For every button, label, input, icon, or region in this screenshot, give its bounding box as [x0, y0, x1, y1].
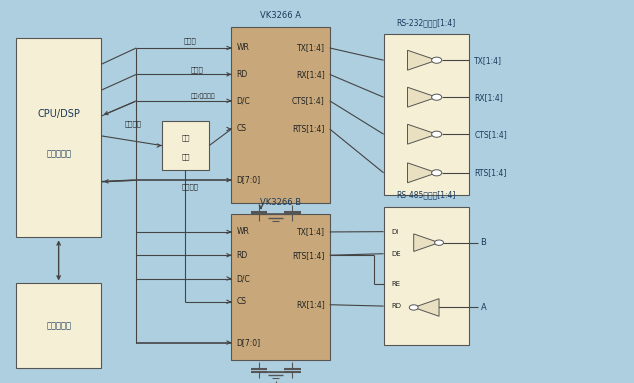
Text: RTS[1:4]: RTS[1:4]: [474, 168, 507, 177]
Text: D[7:0]: D[7:0]: [236, 175, 261, 185]
Text: CS: CS: [236, 124, 247, 134]
FancyBboxPatch shape: [16, 283, 101, 368]
FancyBboxPatch shape: [384, 34, 469, 195]
Polygon shape: [408, 163, 437, 183]
Text: B: B: [481, 238, 486, 247]
Text: RS-485收发器[1:4]: RS-485收发器[1:4]: [397, 191, 456, 200]
Polygon shape: [408, 87, 437, 107]
Text: RTS[1:4]: RTS[1:4]: [292, 124, 325, 134]
Text: A: A: [481, 303, 486, 312]
Text: VK3266 B: VK3266 B: [260, 198, 301, 208]
Text: 地址: 地址: [181, 135, 190, 141]
Text: 写信号: 写信号: [184, 38, 197, 44]
Text: 片选地址: 片选地址: [125, 121, 141, 127]
Text: RTS[1:4]: RTS[1:4]: [292, 251, 325, 260]
Circle shape: [432, 57, 442, 63]
Text: TX[1:4]: TX[1:4]: [297, 228, 325, 236]
Text: VK3266 A: VK3266 A: [260, 11, 301, 20]
Text: DE: DE: [391, 251, 401, 257]
Text: RE: RE: [391, 281, 400, 287]
Text: RS-232收发器[1:4]: RS-232收发器[1:4]: [397, 18, 456, 28]
Text: D/C: D/C: [236, 96, 250, 105]
Text: WR: WR: [236, 43, 249, 52]
Polygon shape: [408, 50, 437, 70]
Text: RX[1:4]: RX[1:4]: [296, 70, 325, 79]
Text: RD: RD: [236, 251, 248, 260]
Text: TX[1:4]: TX[1:4]: [297, 43, 325, 52]
Text: RD: RD: [236, 70, 248, 79]
Text: RD: RD: [391, 303, 401, 309]
Text: D[7:0]: D[7:0]: [236, 338, 261, 347]
Text: TX[1:4]: TX[1:4]: [474, 56, 502, 65]
Circle shape: [432, 94, 442, 100]
Circle shape: [432, 131, 442, 137]
Text: DI: DI: [391, 229, 398, 235]
FancyBboxPatch shape: [384, 207, 469, 345]
Text: 嵌入式系统: 嵌入式系统: [46, 149, 71, 158]
Text: 数据/控制选择: 数据/控制选择: [191, 93, 215, 99]
Text: RX[1:4]: RX[1:4]: [474, 93, 503, 102]
Text: CTS[1:4]: CTS[1:4]: [474, 130, 507, 139]
Circle shape: [435, 240, 444, 246]
FancyBboxPatch shape: [162, 121, 209, 170]
FancyBboxPatch shape: [16, 38, 101, 237]
Polygon shape: [408, 124, 437, 144]
FancyBboxPatch shape: [231, 27, 330, 203]
Polygon shape: [413, 234, 439, 252]
Circle shape: [432, 170, 442, 176]
Text: D/C: D/C: [236, 274, 250, 283]
Text: 读信号: 读信号: [190, 66, 203, 73]
Text: 译码: 译码: [181, 153, 190, 160]
Text: 数据总线: 数据总线: [182, 183, 198, 190]
Circle shape: [410, 305, 418, 310]
FancyBboxPatch shape: [231, 214, 330, 360]
Text: 以太网接口: 以太网接口: [46, 321, 71, 330]
Text: RX[1:4]: RX[1:4]: [296, 300, 325, 309]
Text: CS: CS: [236, 297, 247, 306]
Text: CPU/DSP: CPU/DSP: [37, 109, 80, 119]
Text: CTS[1:4]: CTS[1:4]: [292, 96, 325, 105]
Text: WR: WR: [236, 228, 249, 236]
Polygon shape: [413, 299, 439, 316]
